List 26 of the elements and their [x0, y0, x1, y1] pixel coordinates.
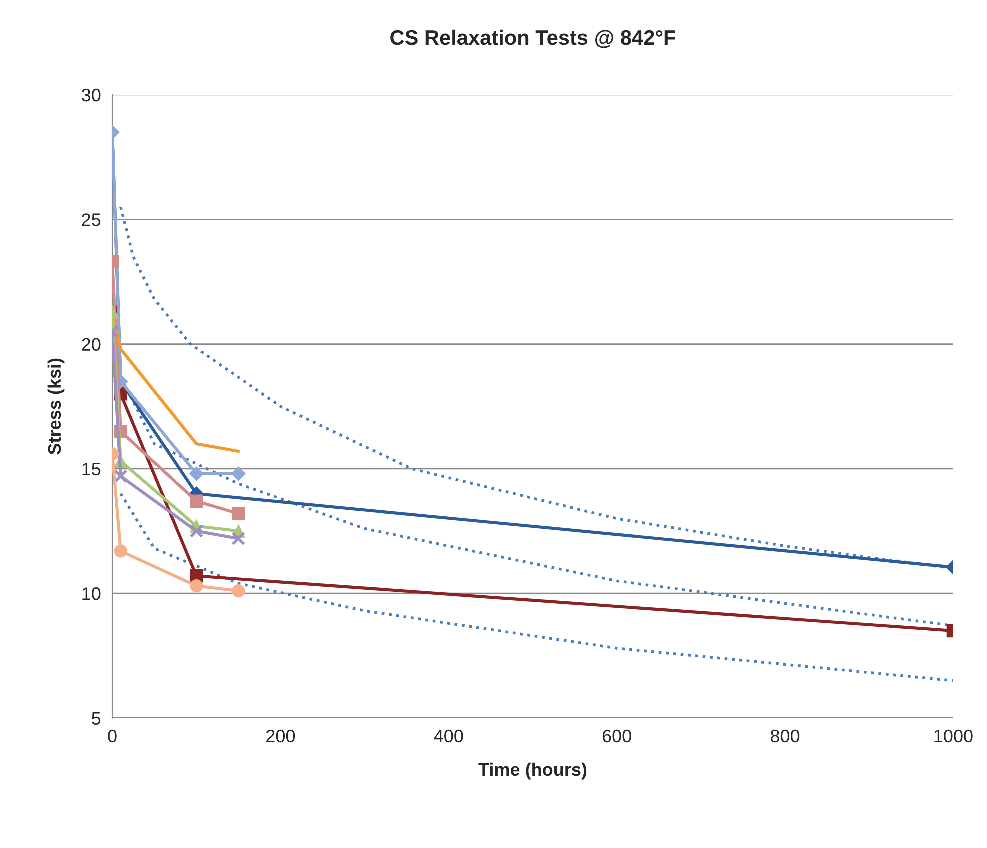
y-axis-title: Stress (ksi): [48, 358, 65, 455]
y-tick-label: 20: [82, 338, 101, 352]
point: [232, 507, 246, 520]
point: [232, 532, 246, 546]
y-tick-label: 25: [82, 214, 101, 226]
y-tick-label: 30: [82, 88, 101, 102]
line-series: [120, 492, 954, 682]
x-tick-label: 600: [602, 730, 632, 743]
y-tick-label: 15: [82, 463, 101, 476]
x-tick-label: 200: [266, 730, 296, 743]
point: [231, 466, 246, 482]
chart-title: CS Relaxation Tests @ 842°F: [390, 30, 676, 48]
point: [114, 469, 128, 484]
point: [190, 524, 204, 538]
x-tick-label: 1000: [934, 730, 973, 743]
x-tick-label: 400: [434, 730, 464, 743]
y-tick-label: 5: [92, 712, 101, 725]
x-axis-title: Time (hours): [478, 762, 587, 780]
point: [190, 494, 204, 508]
x-tick-label: 800: [770, 730, 800, 743]
x-tick-label: 0: [108, 730, 117, 743]
point: [232, 584, 246, 598]
y-tick-label: 10: [82, 588, 101, 600]
point: [114, 544, 128, 558]
point: [189, 466, 204, 482]
point: [190, 580, 204, 593]
